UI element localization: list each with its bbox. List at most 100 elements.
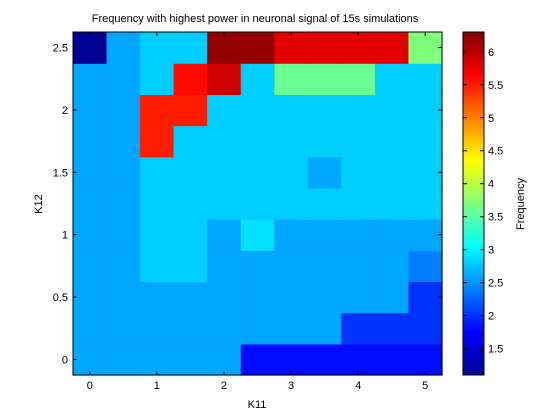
heatmap-cell	[207, 343, 242, 376]
heatmap-cell	[73, 219, 108, 251]
colorbar-tick-label: 5	[488, 113, 494, 125]
heatmap-cell	[341, 343, 376, 376]
heatmap-cell	[240, 94, 275, 127]
x-tick-label: 1	[154, 380, 160, 392]
heatmap-cell	[374, 187, 410, 220]
colorbar-ticks: 1.5 2 2.5 3 3.5 4 4.5 5 5.5 6	[463, 47, 503, 356]
x-tick-label: 2	[221, 380, 227, 392]
heatmap-cell	[140, 250, 175, 283]
heatmap-cell	[73, 250, 108, 283]
heatmap-cell	[274, 32, 309, 64]
heatmap-cell	[408, 63, 443, 95]
heatmap-cell	[73, 32, 108, 64]
heatmap-cell	[341, 187, 376, 220]
heatmap-cell	[140, 63, 175, 95]
heatmap-cell	[73, 343, 108, 376]
heatmap-cell	[408, 125, 443, 158]
heatmap-cell	[207, 63, 242, 95]
heatmap-cell	[307, 187, 342, 220]
heatmap-cell	[240, 219, 275, 251]
heatmap-cell	[374, 312, 410, 345]
heatmap-cell	[341, 281, 376, 314]
heatmap-cell	[240, 187, 275, 220]
heatmap-cell	[140, 281, 175, 314]
heatmap-cell	[106, 343, 141, 376]
heatmap-cell	[274, 219, 309, 251]
heatmap-cell	[274, 125, 309, 158]
heatmap-cell	[240, 32, 275, 64]
heatmap-cell	[374, 63, 410, 95]
heatmap-cell	[408, 219, 443, 251]
heatmap-cell	[274, 281, 309, 314]
x-tick-label: 4	[355, 380, 361, 392]
heatmap-cell	[207, 219, 242, 251]
heatmap-cell	[240, 343, 275, 376]
y-tick-label: 0.5	[53, 292, 68, 304]
heatmap-cell	[207, 94, 242, 127]
colorbar	[462, 31, 485, 376]
heatmap-cell	[374, 219, 410, 251]
heatmap-cell	[106, 250, 141, 283]
heatmap-cell	[374, 343, 410, 376]
x-tick-label: 0	[87, 380, 93, 392]
heatmap-cell	[307, 250, 342, 283]
heatmap-cell	[73, 156, 108, 189]
heatmap-cell	[408, 281, 443, 314]
heatmap-cell	[341, 219, 376, 251]
heatmap-cell	[374, 156, 410, 189]
heatmap-cell	[274, 250, 309, 283]
colorbar-tick-label: 6	[488, 47, 494, 59]
heatmap-cell	[140, 187, 175, 220]
colorbar-tick-label: 1.5	[488, 344, 503, 356]
colorbar-tick-label: 4	[488, 179, 494, 191]
heatmap-cell	[408, 312, 443, 345]
heatmap-cell	[140, 312, 175, 345]
heatmap-cell	[140, 94, 175, 127]
heatmap-cell	[73, 281, 108, 314]
heatmap-cell	[341, 156, 376, 189]
heatmap-cell	[274, 63, 309, 95]
heatmap-cell	[374, 32, 410, 64]
heatmap-cell	[307, 32, 342, 64]
heatmap-cell	[106, 187, 141, 220]
x-axis-label: K11	[248, 399, 267, 411]
x-tick-label: 3	[288, 380, 294, 392]
heatmap-cell	[274, 312, 309, 345]
heatmap-cell	[374, 125, 410, 158]
heatmap-cell	[240, 156, 275, 189]
heatmap-cell	[140, 32, 175, 64]
colorbar-tick-label: 2.5	[488, 278, 503, 290]
y-tick-label: 2.5	[53, 43, 68, 55]
plot-frame	[72, 31, 443, 376]
heatmap-cell	[341, 250, 376, 283]
heatmap-cell	[341, 312, 376, 345]
heatmap-cell	[240, 312, 275, 345]
heatmap-cell	[173, 32, 208, 64]
heatmap-cell	[374, 281, 410, 314]
colorbar-tick-label: 2	[488, 311, 494, 323]
heatmap-cell	[173, 343, 208, 376]
heatmap-cell	[173, 219, 208, 251]
heatmap-cell	[106, 219, 141, 251]
heatmap-cell	[106, 281, 141, 314]
heatmap-cell	[374, 94, 410, 127]
heatmap-cell	[207, 125, 242, 158]
heatmap-cell	[341, 63, 376, 95]
heatmap-cell	[408, 156, 443, 189]
heatmap-cell	[307, 312, 342, 345]
heatmap-cell	[274, 187, 309, 220]
heatmap-cell	[73, 125, 108, 158]
heatmap-cell	[274, 343, 309, 376]
heatmap-cell	[240, 250, 275, 283]
heatmap-cell	[307, 219, 342, 251]
y-axis-label: K12	[33, 194, 45, 214]
heatmap-cell	[73, 94, 108, 127]
heatmap-cell	[173, 125, 208, 158]
heatmap-cell	[408, 187, 443, 220]
heatmap-cell	[341, 125, 376, 158]
heatmap-cell	[140, 219, 175, 251]
y-tick-label: 2	[62, 105, 68, 117]
colorbar-tick-label: 5.5	[488, 80, 503, 92]
heatmap-cell	[240, 63, 275, 95]
heatmap-cell	[73, 63, 108, 95]
